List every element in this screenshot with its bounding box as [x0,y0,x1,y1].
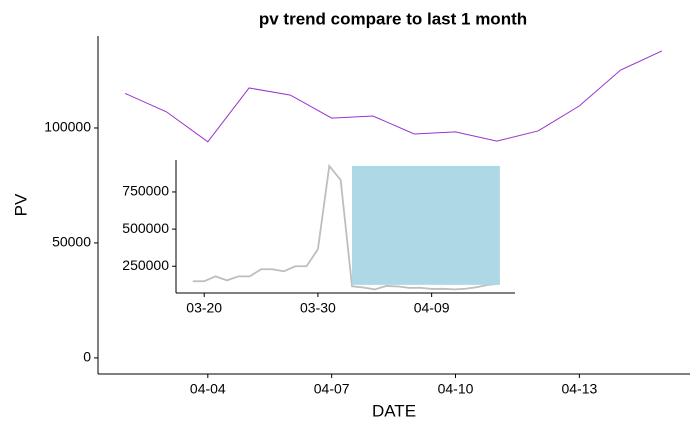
y-tick-label: 50000 [52,234,91,250]
y-tick-label: 0 [83,349,91,365]
highlight-region [352,165,500,285]
y-tick-label: 500000 [122,220,169,236]
x-tick-label: 04-09 [414,300,450,316]
data-line [125,50,663,143]
x-tick-label: 03-20 [186,300,222,316]
x-axis-title: DATE [372,401,416,420]
x-tick-label: 04-10 [438,381,474,397]
y-tick-label: 100000 [44,119,91,135]
x-tick-label: 03-30 [300,300,336,316]
chart-title: pv trend compare to last 1 month [259,9,527,28]
x-tick-label: 04-04 [190,381,226,397]
y-axis-title: PV [11,193,30,216]
x-tick-label: 04-07 [314,381,350,397]
data-line [192,163,500,291]
x-tick-label: 04-13 [561,381,597,397]
y-tick-label: 750000 [122,183,169,199]
y-tick-label: 250000 [122,257,169,273]
